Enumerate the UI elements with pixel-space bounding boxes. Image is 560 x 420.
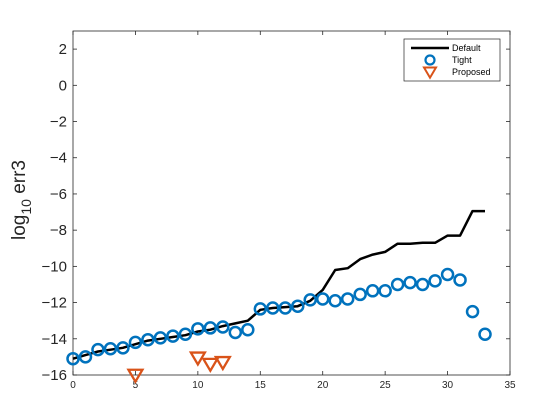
legend-label-default: Default: [452, 43, 481, 53]
tight-point-31: [453, 273, 467, 287]
tight-point-24: [365, 284, 380, 298]
tight-point-13: [228, 325, 243, 340]
y-axis-label-rest: err3: [9, 160, 30, 199]
tight-point-25: [378, 284, 392, 298]
y-tick-label-6: −10: [42, 258, 67, 275]
tight-point-6: [141, 332, 155, 347]
legend-proposed-swatch: [422, 66, 438, 80]
proposed-point-0: [126, 368, 145, 384]
tight-point-16: [266, 301, 280, 315]
proposed-point-2: [201, 357, 220, 374]
proposed-point-3: [213, 355, 232, 372]
y-tick-label-5: −8: [50, 222, 67, 239]
y-tick-label-1: 0: [59, 77, 67, 94]
tight-point-18: [290, 299, 305, 313]
tight-point-8: [166, 329, 180, 343]
tight-point-7: [153, 331, 168, 345]
x-tick-label-7: 35: [504, 380, 516, 391]
tight-point-19: [303, 293, 317, 307]
tight-point-3: [103, 341, 118, 356]
x-tick-label-5: 25: [380, 380, 392, 391]
tight-point-5: [128, 335, 143, 350]
tight-point-15: [253, 302, 268, 316]
y-axis-label-base: log: [9, 215, 30, 240]
tight-point-23: [353, 287, 367, 302]
x-tick-label-0: 0: [70, 380, 76, 391]
x-tick-label-2: 10: [192, 380, 204, 391]
legend-label-proposed: Proposed: [452, 67, 491, 77]
tight-point-1: [78, 350, 93, 364]
tight-point-20: [315, 292, 330, 306]
tight-point-26: [390, 277, 405, 292]
legend: Default Tight Proposed: [403, 38, 501, 82]
tight-point-28: [415, 277, 430, 292]
y-tick-label-2: −2: [50, 114, 67, 131]
y-axis-label: log10 err3: [9, 160, 34, 240]
legend-box: [403, 38, 501, 82]
tight-point-4: [116, 341, 130, 355]
x-tick-label-6: 30: [442, 380, 454, 391]
tight-point-21: [328, 294, 342, 308]
tight-point-22: [340, 292, 355, 306]
tight-point-29: [428, 274, 442, 288]
marks: [66, 209, 492, 384]
tight-point-17: [278, 301, 293, 315]
tight-point-33: [478, 327, 492, 342]
plot-frame: [72, 30, 511, 376]
tight-point-0: [66, 351, 80, 366]
x-tick-label-4: 20: [317, 380, 329, 391]
tight-point-32: [465, 304, 480, 319]
x-tick-label-3: 15: [255, 380, 267, 391]
legend-label-tight: Tight: [452, 55, 472, 65]
plot-area: [72, 30, 511, 376]
y-tick-label-3: −4: [50, 150, 67, 167]
proposed-point-1: [188, 351, 207, 367]
y-tick-label-7: −12: [42, 295, 67, 312]
y-axis-label-sub: 10: [18, 199, 34, 215]
tight-point-27: [403, 275, 417, 290]
y-tick-label-4: −6: [50, 186, 67, 203]
y-tick-label-9: −16: [42, 367, 67, 384]
tight-point-2: [91, 342, 105, 357]
tight-point-9: [178, 327, 193, 342]
tight-point-14: [241, 322, 255, 337]
x-tick-label-1: 5: [133, 380, 139, 391]
legend-tight-swatch: [424, 54, 436, 66]
y-tick-label-8: −14: [42, 331, 67, 348]
tight-point-12: [216, 320, 230, 334]
tight-point-30: [440, 267, 455, 282]
tight-point-11: [203, 321, 218, 335]
y-tick-label-0: 2: [59, 41, 67, 58]
tight-point-10: [191, 322, 205, 336]
